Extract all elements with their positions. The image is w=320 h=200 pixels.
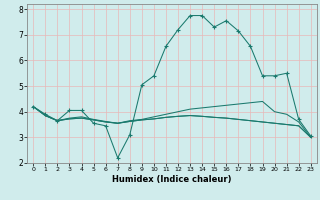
X-axis label: Humidex (Indice chaleur): Humidex (Indice chaleur) bbox=[112, 175, 232, 184]
